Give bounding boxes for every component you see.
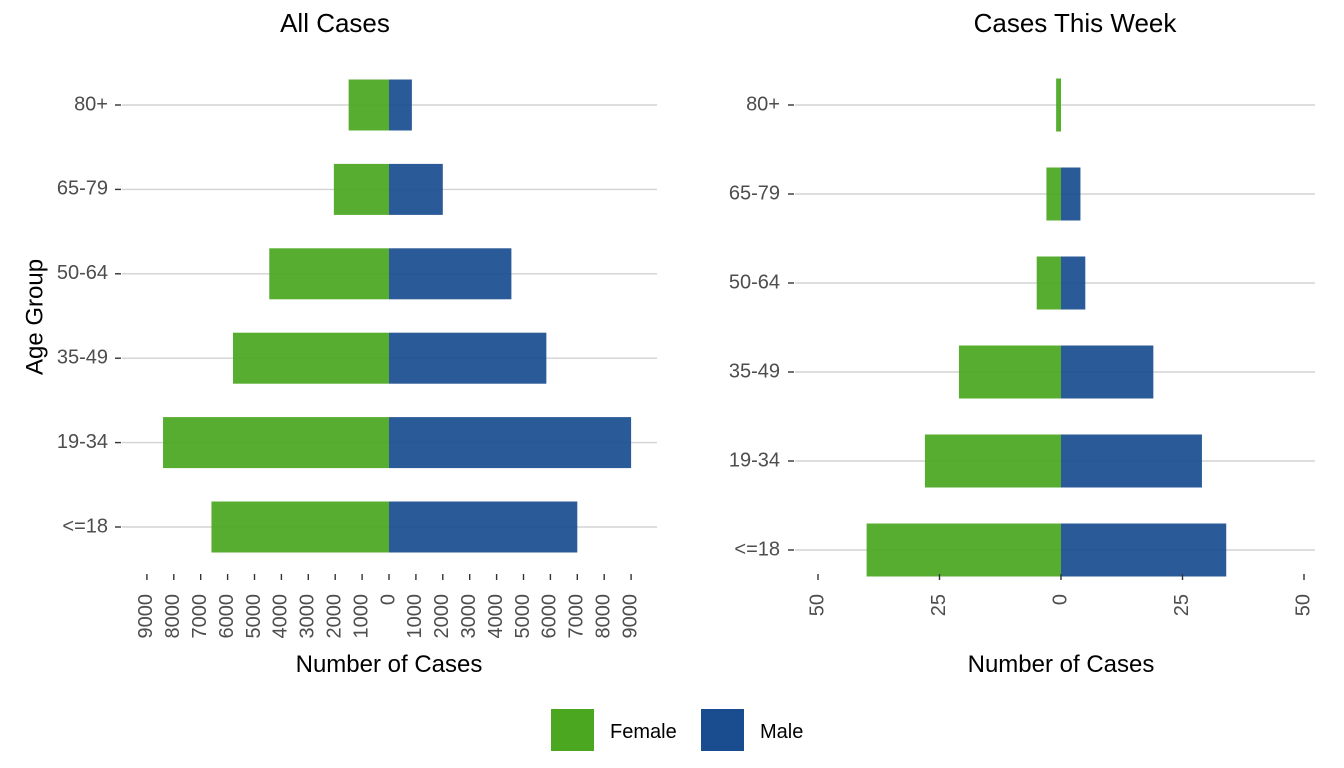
legend-label-male: Male <box>760 721 803 743</box>
y-tick-label: <=18 <box>62 515 108 537</box>
bar-female <box>1046 167 1061 221</box>
x-tick-label: 9000 <box>135 594 157 639</box>
bar-male <box>1061 167 1081 221</box>
bar-female <box>232 332 389 384</box>
bar-male <box>389 332 547 384</box>
x-tick-label: 3000 <box>458 594 480 639</box>
bar-male <box>389 501 578 553</box>
bar-female <box>1036 256 1061 310</box>
bar-female <box>866 523 1061 577</box>
legend: Female Male <box>551 709 803 751</box>
bars <box>866 78 1227 577</box>
x-tick-label: 5000 <box>512 594 534 639</box>
y-tick-labels: <=18 19-34 35-49 50-64 65-79 80+ <box>57 93 108 537</box>
legend-label-female: Female <box>610 721 677 743</box>
bar-female <box>333 163 389 215</box>
bar-male <box>389 248 512 300</box>
y-tick-labels: <=18 19-34 35-49 50-64 65-79 80+ <box>729 93 780 560</box>
chart-panel-all-cases: All Cases Number of Cases <=18 19-34 35-49… <box>57 8 657 678</box>
bar-male <box>389 79 412 131</box>
bar-male <box>1061 434 1202 488</box>
x-tick-label: 0 <box>1049 594 1071 605</box>
x-tick-label: 6000 <box>216 594 238 639</box>
y-tick-label: 35-49 <box>57 346 108 368</box>
x-tick-label: 50 <box>1292 594 1314 616</box>
y-tick-label: <=18 <box>734 538 780 560</box>
bar-female <box>211 501 389 553</box>
x-tick-label: 25 <box>928 594 950 616</box>
bar-female <box>163 417 389 469</box>
bars <box>163 79 632 553</box>
y-tick-label: 80+ <box>746 93 780 115</box>
bar-male <box>1061 256 1086 310</box>
chart-title: All Cases <box>280 8 390 38</box>
chart-panel-cases-this-week: Cases This Week Number of Cases <=18 19-3… <box>729 8 1315 678</box>
x-tick-label: 8000 <box>162 594 184 639</box>
bar-female <box>958 345 1061 399</box>
x-tick-labels: 9000 8000 7000 6000 5000 4000 3000 2000 1000 0 100… <box>135 574 641 639</box>
y-tick-label: 50-64 <box>729 271 780 293</box>
x-tick-label: 25 <box>1171 594 1193 616</box>
y-tick-label: 80+ <box>74 93 108 115</box>
y-tick-label: 19-34 <box>729 449 780 471</box>
bar-male <box>1061 523 1227 577</box>
x-tick-label: 8000 <box>592 594 614 639</box>
x-tick-labels: 50 25 0 25 50 <box>806 574 1314 616</box>
chart-title: Cases This Week <box>974 8 1178 38</box>
x-tick-label: 3000 <box>297 594 319 639</box>
bar-male <box>389 417 632 469</box>
x-tick-label: 6000 <box>539 594 561 639</box>
x-tick-label: 9000 <box>619 594 641 639</box>
x-tick-label: 4000 <box>485 594 507 639</box>
x-tick-label: 4000 <box>270 594 292 639</box>
x-tick-label: 1000 <box>404 594 426 639</box>
x-tick-label: 0 <box>377 594 399 605</box>
legend-swatch-female <box>551 709 594 751</box>
y-tick-label: 65-79 <box>57 178 108 200</box>
x-tick-label: 5000 <box>243 594 265 639</box>
legend-swatch-male <box>701 709 744 751</box>
y-tick-label: 65-79 <box>729 182 780 204</box>
x-tick-label: 1000 <box>350 594 372 639</box>
bar-male <box>389 163 443 215</box>
bar-female <box>1056 78 1061 132</box>
bar-male <box>1061 345 1154 399</box>
bar-female <box>348 79 389 131</box>
x-tick-label: 7000 <box>566 594 588 639</box>
x-axis-title: Number of Cases <box>296 651 483 678</box>
x-axis-title: Number of Cases <box>968 651 1155 678</box>
bar-female <box>924 434 1061 488</box>
x-tick-label: 2000 <box>323 594 345 639</box>
x-tick-label: 7000 <box>189 594 211 639</box>
y-tick-label: 50-64 <box>57 262 108 284</box>
x-tick-label: 50 <box>806 594 828 616</box>
y-tick-label: 35-49 <box>729 360 780 382</box>
y-axis-title: Age Group <box>21 259 48 375</box>
bar-female <box>269 248 389 300</box>
x-tick-label: 2000 <box>431 594 453 639</box>
y-tick-label: 19-34 <box>57 431 108 453</box>
